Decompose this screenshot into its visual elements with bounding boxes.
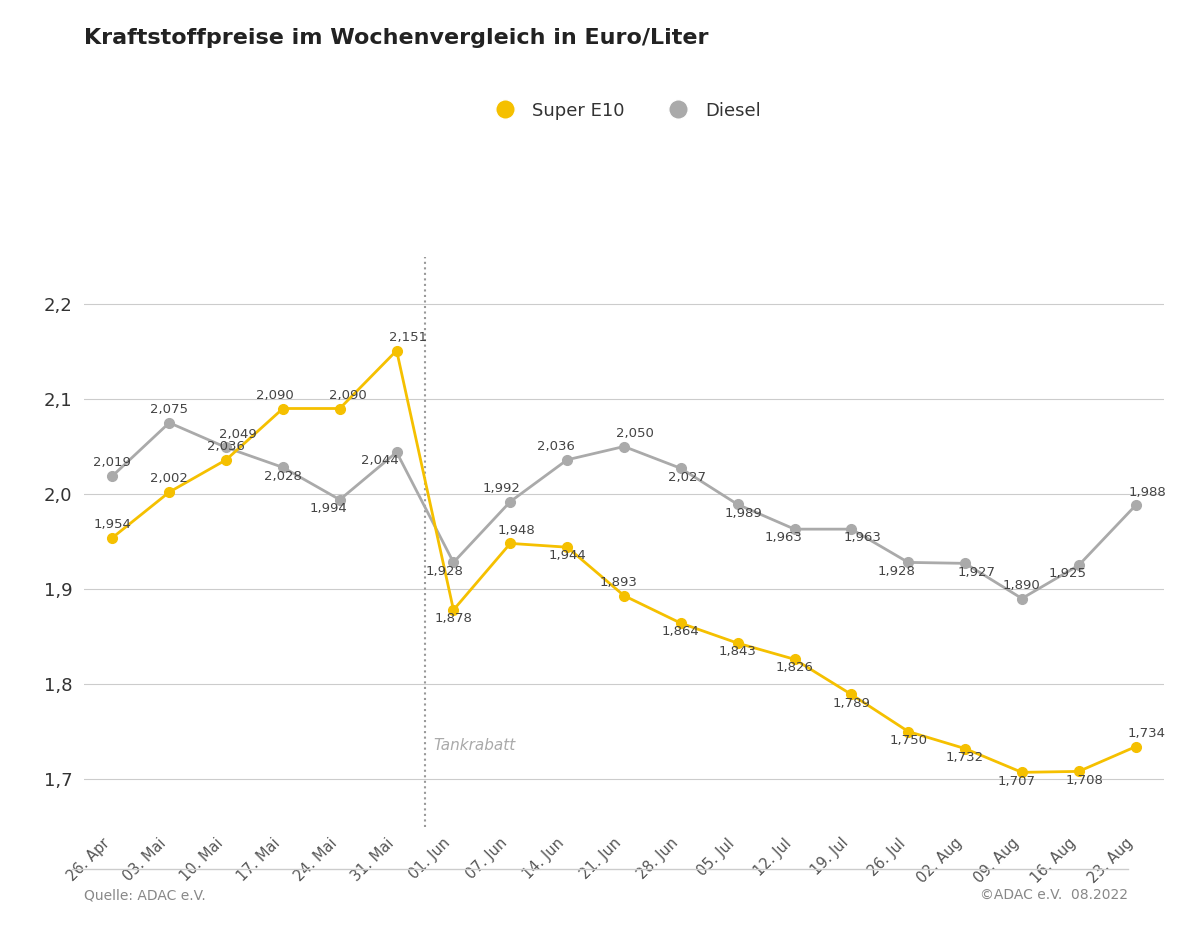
Text: 2,028: 2,028 xyxy=(264,469,302,483)
Text: 1,925: 1,925 xyxy=(1049,567,1086,580)
Text: 1,826: 1,826 xyxy=(775,661,814,674)
Text: 1,734: 1,734 xyxy=(1128,727,1166,740)
Text: 1,928: 1,928 xyxy=(426,564,464,578)
Text: Tankrabatt: Tankrabatt xyxy=(433,738,516,753)
Text: 1,789: 1,789 xyxy=(833,696,870,710)
Text: 2,027: 2,027 xyxy=(667,470,706,484)
Text: 1,708: 1,708 xyxy=(1066,773,1103,787)
Text: 1,989: 1,989 xyxy=(725,506,762,520)
Text: 1,963: 1,963 xyxy=(764,531,802,544)
Text: 2,036: 2,036 xyxy=(208,440,245,453)
Text: 2,044: 2,044 xyxy=(361,454,398,467)
Text: 2,036: 2,036 xyxy=(536,440,575,453)
Text: 1,992: 1,992 xyxy=(482,482,521,495)
Text: 2,151: 2,151 xyxy=(389,331,427,344)
Text: 1,988: 1,988 xyxy=(1128,485,1166,499)
Text: 2,090: 2,090 xyxy=(330,389,367,402)
Text: Quelle: ADAC e.V.: Quelle: ADAC e.V. xyxy=(84,888,205,902)
Text: 1,890: 1,890 xyxy=(1003,579,1040,592)
Text: 1,864: 1,864 xyxy=(662,625,700,638)
Legend: Super E10, Diesel: Super E10, Diesel xyxy=(480,95,768,127)
Text: 1,878: 1,878 xyxy=(434,612,473,625)
Text: 2,019: 2,019 xyxy=(94,456,131,469)
Text: 1,994: 1,994 xyxy=(310,502,347,515)
Text: 1,893: 1,893 xyxy=(599,576,637,589)
Text: 1,954: 1,954 xyxy=(94,518,131,531)
Text: 2,050: 2,050 xyxy=(617,427,654,440)
Text: 1,707: 1,707 xyxy=(997,774,1036,788)
Text: 2,002: 2,002 xyxy=(150,472,188,485)
Text: Kraftstoffpreise im Wochenvergleich in Euro/Liter: Kraftstoffpreise im Wochenvergleich in E… xyxy=(84,28,708,48)
Text: 2,049: 2,049 xyxy=(218,428,257,441)
Text: 1,963: 1,963 xyxy=(844,531,882,544)
Text: 1,944: 1,944 xyxy=(548,549,586,562)
Text: 1,948: 1,948 xyxy=(497,523,535,537)
Text: 2,090: 2,090 xyxy=(256,389,293,402)
Text: 1,750: 1,750 xyxy=(889,733,928,747)
Text: ©ADAC e.V.  08.2022: ©ADAC e.V. 08.2022 xyxy=(980,888,1128,902)
Text: 1,927: 1,927 xyxy=(958,565,996,579)
Text: 1,928: 1,928 xyxy=(878,564,916,578)
Text: 1,843: 1,843 xyxy=(719,645,757,658)
Text: 1,732: 1,732 xyxy=(946,750,984,764)
Text: 2,075: 2,075 xyxy=(150,403,188,416)
